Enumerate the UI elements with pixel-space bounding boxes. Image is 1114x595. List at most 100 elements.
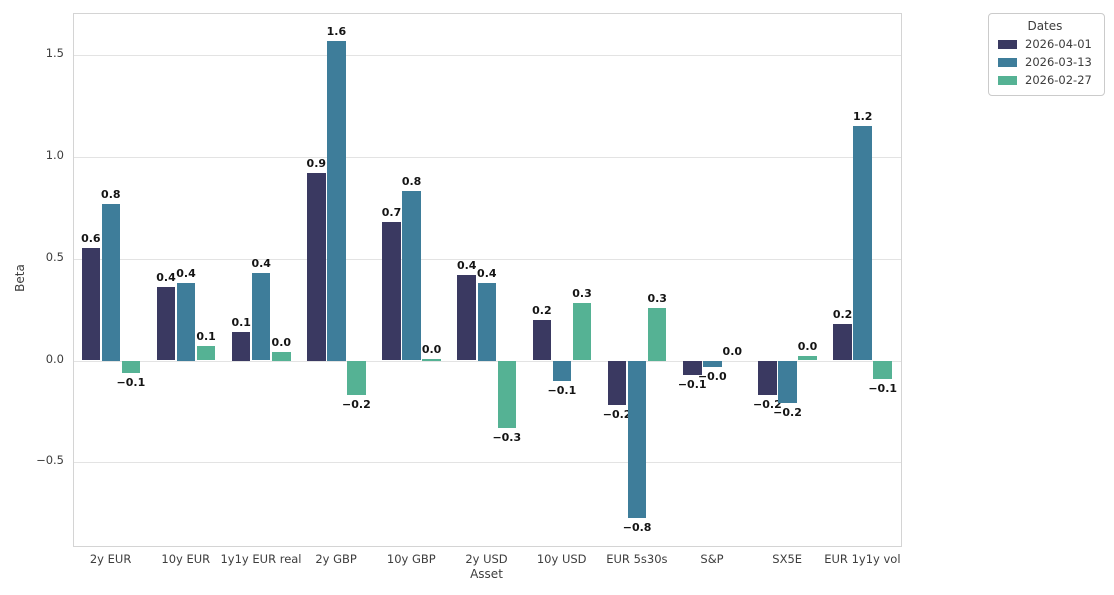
x-tick-label: EUR 5s30s <box>606 552 668 566</box>
bar <box>683 360 702 375</box>
bar-value-label: 0.8 <box>101 187 121 201</box>
bar <box>572 303 592 361</box>
bar-value-label: 0.8 <box>401 175 422 189</box>
bar-value-label: 0.4 <box>156 271 176 285</box>
bar-value-label: −0.0 <box>697 369 727 383</box>
x-tick-label: EUR 1y1y vol <box>824 552 901 566</box>
legend: Dates 2026-04-01 2026-03-13 2026-02-27 <box>988 13 1105 96</box>
y-tick-label: 0.0 <box>45 351 64 366</box>
bar <box>231 332 251 361</box>
bar-value-label: 0.4 <box>456 258 477 272</box>
legend-entry: 2026-02-27 <box>998 73 1092 87</box>
bar <box>758 360 777 396</box>
bar-value-label: 0.0 <box>722 344 743 358</box>
bar <box>176 283 196 361</box>
bar <box>627 360 647 518</box>
bar <box>703 360 722 367</box>
bar <box>798 356 817 361</box>
bar <box>607 360 627 406</box>
bar <box>532 319 552 361</box>
bar-value-label: 0.4 <box>477 267 497 281</box>
bar-value-label: −0.1 <box>868 381 898 395</box>
bar-value-label: 0.2 <box>832 307 853 321</box>
y-tick-label: 1.0 <box>45 147 64 162</box>
bar <box>873 360 892 379</box>
bar <box>647 307 667 361</box>
bar-value-label: 0.0 <box>271 336 292 350</box>
bar <box>156 287 176 361</box>
bar-value-label: −0.2 <box>602 408 632 422</box>
legend-label: 2026-03-13 <box>1025 55 1092 69</box>
bar <box>422 358 441 361</box>
bar <box>778 360 797 404</box>
y-axis-label: Beta <box>13 264 27 292</box>
bar <box>497 360 516 428</box>
bar-value-label: 0.4 <box>176 267 196 281</box>
y-tick-label: 0.5 <box>45 249 64 264</box>
bar <box>327 40 346 361</box>
bar-value-label: 0.3 <box>647 291 667 305</box>
bar <box>402 191 421 361</box>
legend-label: 2026-04-01 <box>1025 37 1092 51</box>
bar-value-label: −0.2 <box>342 398 371 412</box>
bar-value-label: 0.0 <box>797 340 818 354</box>
bar-value-label: 0.7 <box>381 205 402 219</box>
legend-entry: 2026-04-01 <box>998 37 1092 51</box>
x-tick-label: S&P <box>700 552 724 566</box>
bar <box>101 203 121 361</box>
bar-value-label: 0.4 <box>251 256 271 270</box>
bar <box>121 360 141 373</box>
gridline <box>74 360 901 362</box>
gridline <box>74 156 901 158</box>
bar <box>272 352 291 361</box>
bar <box>307 173 326 361</box>
bar <box>853 126 872 361</box>
bar-value-label: −0.3 <box>492 430 522 444</box>
bar-value-label: −0.1 <box>116 375 146 389</box>
bar-value-label: 0.1 <box>231 316 251 329</box>
bar <box>347 360 366 396</box>
legend-swatch-icon <box>998 75 1017 85</box>
bar-value-label: 0.3 <box>572 287 592 301</box>
x-tick-label: 10y EUR <box>161 552 211 566</box>
bar-value-label: 1.2 <box>852 110 873 124</box>
plot-area: 0.6 0.4 0.1 0.9 0.7 0.4 0.2 −0.2 −0.1 −0.2 0.2 0.8 0… <box>73 13 902 547</box>
bar <box>552 360 572 381</box>
bar-value-label: −0.2 <box>773 406 802 420</box>
bar-value-label: 0.2 <box>532 303 552 317</box>
bar-value-label: −0.8 <box>622 520 652 534</box>
bar <box>251 272 271 361</box>
bar <box>81 248 100 361</box>
legend-swatch-icon <box>998 57 1017 67</box>
x-axis-label: Asset <box>470 567 503 581</box>
y-tick-label: 1.5 <box>45 45 64 60</box>
x-tick-label: 2y USD <box>465 552 508 566</box>
bar-value-label: 0.0 <box>421 342 442 356</box>
bar <box>457 274 476 361</box>
bar-value-label: −0.1 <box>547 383 577 397</box>
x-tick-label: 2y GBP <box>315 552 357 566</box>
bar-value-label: 0.1 <box>196 330 216 344</box>
bar-value-label: −0.2 <box>753 398 782 412</box>
gridline <box>74 54 901 56</box>
bar-value-label: 0.6 <box>81 232 101 246</box>
legend-title: Dates <box>1027 19 1063 33</box>
bar-value-label: 0.9 <box>306 157 327 170</box>
legend-swatch-icon <box>998 39 1017 49</box>
x-tick-label: SX5E <box>772 552 803 566</box>
bar <box>477 283 496 361</box>
gridline <box>74 462 901 464</box>
x-tick-label: 10y USD <box>536 552 587 566</box>
legend-label: 2026-02-27 <box>1025 73 1092 87</box>
x-tick-label: 1y1y EUR real <box>220 552 302 566</box>
bar <box>382 221 401 361</box>
bar <box>833 323 852 361</box>
bar <box>196 346 216 361</box>
legend-entries: 2026-04-01 2026-03-13 2026-02-27 <box>998 37 1092 87</box>
bar-value-label: 1.6 <box>326 24 347 38</box>
legend-entry: 2026-03-13 <box>998 55 1092 69</box>
y-tick-label: −0.5 <box>36 453 64 468</box>
x-tick-label: 10y GBP <box>386 552 436 566</box>
gridline <box>74 258 901 260</box>
